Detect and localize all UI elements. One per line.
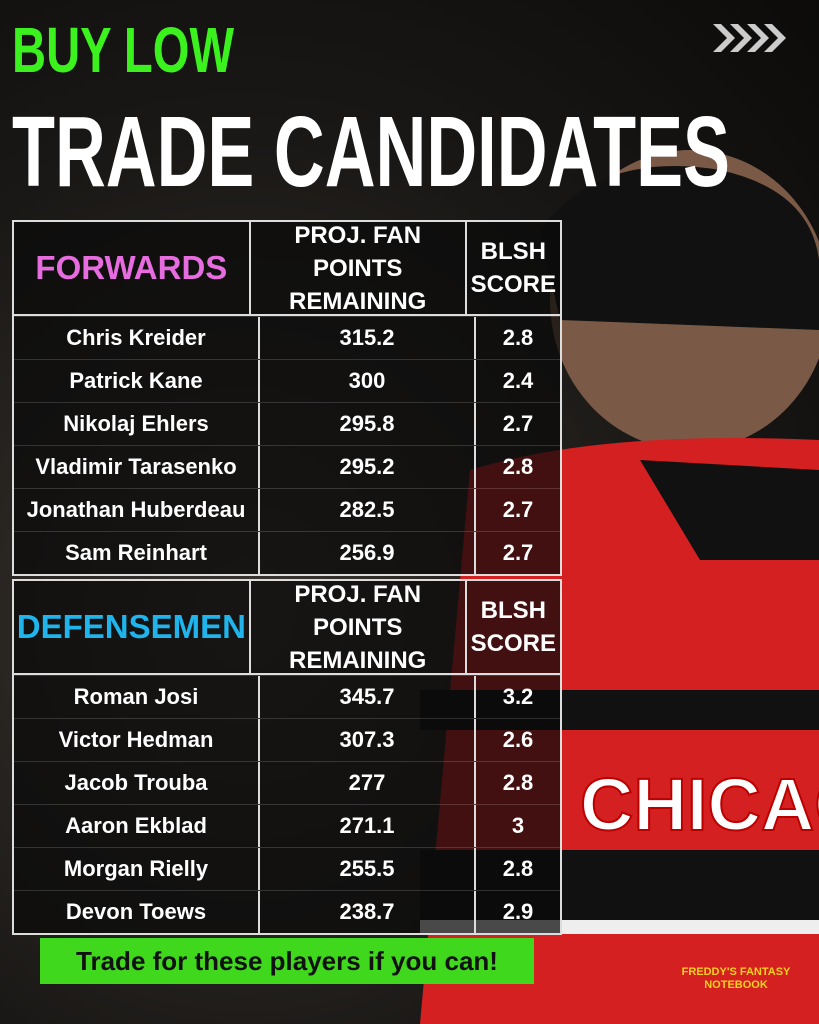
- jersey-text: CHICAG: [580, 763, 819, 846]
- table-row: Vladimir Tarasenko 295.2 2.8: [14, 445, 560, 488]
- column-header: BLSH SCORE: [470, 238, 556, 298]
- kicker: BUY LOW: [12, 14, 234, 86]
- cell: Morgan Rielly: [14, 848, 260, 890]
- cell: Jacob Trouba: [14, 762, 260, 804]
- table-row: Morgan Rielly 255.5 2.8: [14, 847, 560, 890]
- cell: Victor Hedman: [14, 719, 260, 761]
- cell: 300: [260, 360, 476, 402]
- cell: Patrick Kane: [14, 360, 260, 402]
- cell: 2.6: [502, 727, 534, 752]
- header: BUY LOW TRADE CANDIDATES: [12, 14, 730, 200]
- table-row: Patrick Kane 300 2.4: [14, 359, 560, 402]
- cell: Chris Kreider: [14, 317, 260, 359]
- cell: Sam Reinhart: [14, 532, 260, 574]
- cell: 3: [511, 813, 525, 838]
- cell: Roman Josi: [14, 676, 260, 718]
- defensemen-table: DEFENSEMEN PROJ. FAN POINTS REMAINING BLSH…: [12, 579, 562, 935]
- cell: 271.1: [260, 805, 476, 847]
- title: TRADE CANDIDATES: [12, 96, 730, 200]
- cell: 315.2: [260, 317, 476, 359]
- header-row: FORWARDS PROJ. FAN POINTS REMAINING BLSH S…: [14, 222, 560, 316]
- cta-banner: Trade for these players if you can!: [40, 938, 534, 984]
- cell: 2.8: [502, 325, 534, 350]
- cell: 282.5: [260, 489, 476, 531]
- group-label: FORWARDS: [14, 222, 251, 314]
- group-label: DEFENSEMEN: [14, 581, 251, 673]
- table-row: Chris Kreider 315.2 2.8: [14, 316, 560, 359]
- cell: 2.7: [502, 540, 534, 565]
- cell: 255.5: [260, 848, 476, 890]
- cell: 2.8: [502, 454, 534, 479]
- cell: 277: [260, 762, 476, 804]
- arrows-icon: [713, 24, 786, 52]
- cell: Jonathan Huberdeau: [14, 489, 260, 531]
- cell: 2.7: [502, 497, 534, 522]
- cell: 238.7: [260, 891, 476, 933]
- cell: 295.8: [260, 403, 476, 445]
- cell: 2.8: [502, 856, 534, 881]
- cell: 307.3: [260, 719, 476, 761]
- cell: 2.7: [502, 411, 534, 436]
- logo: FREDDY'S FANTASY NOTEBOOK: [681, 966, 791, 991]
- cell: 2.8: [502, 770, 534, 795]
- header-row: DEFENSEMEN PROJ. FAN POINTS REMAINING BLSH…: [14, 581, 560, 675]
- table-row: Jacob Trouba 277 2.8: [14, 761, 560, 804]
- table-row: Victor Hedman 307.3 2.6: [14, 718, 560, 761]
- table-row: Sam Reinhart 256.9 2.7: [14, 531, 560, 574]
- cell: Devon Toews: [14, 891, 260, 933]
- column-header: PROJ. FAN POINTS REMAINING: [251, 222, 467, 315]
- column-header: PROJ. FAN POINTS REMAINING: [251, 581, 467, 674]
- cell: 345.7: [260, 676, 476, 718]
- cell: 256.9: [260, 532, 476, 574]
- cell: 3.2: [502, 684, 534, 709]
- table-row: Aaron Ekblad 271.1 3: [14, 804, 560, 847]
- forwards-table: FORWARDS PROJ. FAN POINTS REMAINING BLSH S…: [12, 220, 562, 576]
- cell: Nikolaj Ehlers: [14, 403, 260, 445]
- table-row: Nikolaj Ehlers 295.8 2.7: [14, 402, 560, 445]
- cell: 295.2: [260, 446, 476, 488]
- cell: Vladimir Tarasenko: [14, 446, 260, 488]
- table-row: Roman Josi 345.7 3.2: [14, 675, 560, 718]
- cell: Aaron Ekblad: [14, 805, 260, 847]
- table-row: Jonathan Huberdeau 282.5 2.7: [14, 488, 560, 531]
- cell: 2.9: [502, 899, 534, 924]
- column-header: BLSH SCORE: [470, 597, 556, 657]
- table-row: Devon Toews 238.7 2.9: [14, 890, 560, 933]
- cell: 2.4: [502, 368, 534, 393]
